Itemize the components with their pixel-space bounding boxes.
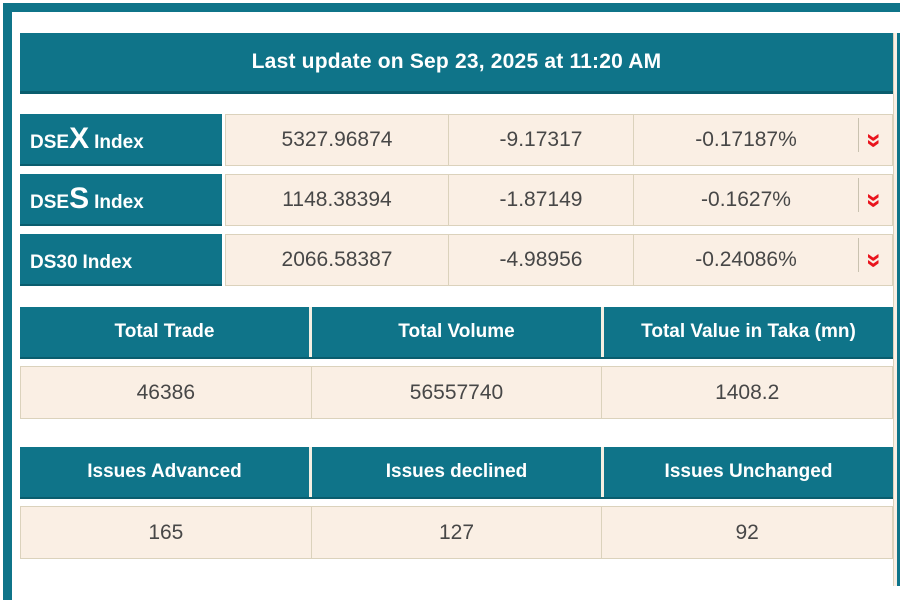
issues-declined-value: 127 [310,507,603,558]
index-change: -9.17317 [448,115,633,165]
column-header-issues-unchanged: Issues Unchanged [664,461,833,482]
frame-top-border [3,3,900,12]
column-header-issues-declined: Issues declined [309,447,604,497]
table-row-dses: DSES Index 1148.38394 -1.87149 -0.1627% » [20,174,893,226]
total-value-taka: 1408.2 [715,381,780,404]
index-name-ds30: DS30 Index [20,234,222,286]
index-name-label: DSES Index [30,182,144,215]
index-name-label: DSEX Index [30,122,144,155]
right-edge-strip [893,33,900,586]
index-values-dses: 1148.38394 -1.87149 -0.1627% » [225,174,893,226]
total-trade-value: 46386 [136,381,196,404]
index-table: DSEX Index 5327.96874 -9.17317 -0.17187% … [20,114,893,286]
index-name-label: DS30 Index [30,252,133,273]
index-change-pct: -0.24086% [633,235,858,285]
column-header-issues-advanced: Issues Advanced [87,461,242,482]
table-row-dsex: DSEX Index 5327.96874 -9.17317 -0.17187% … [20,114,893,166]
index-values-dsex: 5327.96874 -9.17317 -0.17187% » [225,114,893,166]
column-header-total-volume: Total Volume [309,307,604,357]
index-value: 2066.58387 [281,248,393,271]
issues-value-row: 165 127 92 [20,506,893,559]
double-down-chevron-icon: » [860,252,891,268]
column-header-total-value: Total Value in Taka (mn) [641,321,856,342]
index-value: 1148.38394 [282,188,392,211]
index-name-dsex: DSEX Index [20,114,222,166]
issues-table: Issues Advanced Issues declined Issues U… [20,447,893,559]
column-header-total-trade: Total Trade [114,321,215,342]
table-row-ds30: DS30 Index 2066.58387 -4.98956 -0.24086% … [20,234,893,286]
index-change: -1.87149 [448,175,633,225]
index-change-pct: -0.17187% [633,115,858,165]
index-value: 5327.96874 [281,128,393,151]
double-down-chevron-icon: » [860,132,891,148]
total-volume-value: 56557740 [310,367,603,418]
totals-header-row: Total Trade Total Volume Total Value in … [20,307,893,359]
content-area: Last update on Sep 23, 2025 at 11:20 AM … [20,33,893,559]
trend-indicator-cell: » [858,235,892,285]
trend-indicator-cell: » [858,175,892,225]
double-down-chevron-icon: » [860,192,891,208]
index-values-ds30: 2066.58387 -4.98956 -0.24086% » [225,234,893,286]
index-change-pct: -0.1627% [633,175,858,225]
totals-value-row: 46386 56557740 1408.2 [20,366,893,419]
frame-left-border [3,3,12,600]
last-update-banner: Last update on Sep 23, 2025 at 11:20 AM [20,33,893,94]
totals-table: Total Trade Total Volume Total Value in … [20,307,893,419]
trend-indicator-cell: » [858,115,892,165]
index-change: -4.98956 [448,235,633,285]
index-name-dses: DSES Index [20,174,222,226]
issues-header-row: Issues Advanced Issues declined Issues U… [20,447,893,499]
issues-advanced-value: 165 [148,521,184,544]
last-update-text: Last update on Sep 23, 2025 at 11:20 AM [251,50,662,73]
issues-unchanged-value: 92 [735,521,759,544]
